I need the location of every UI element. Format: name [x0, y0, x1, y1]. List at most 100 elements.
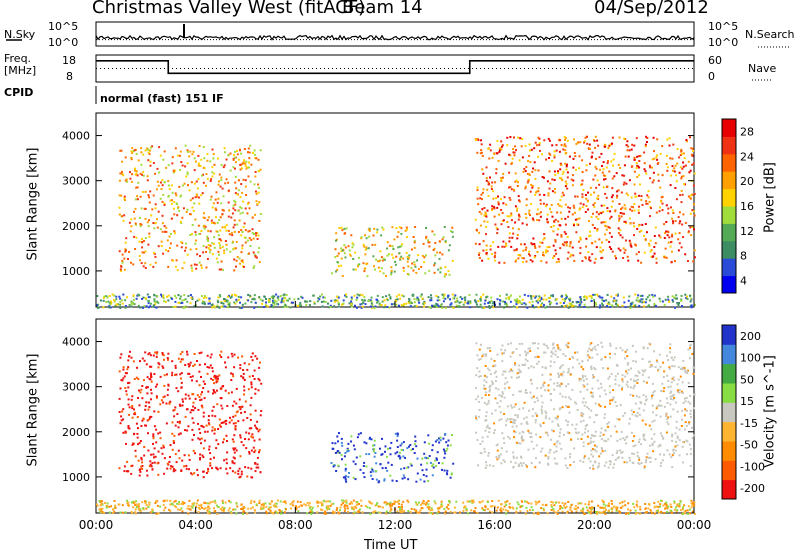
velocity-panel-echo-cell [514, 461, 517, 464]
velocity-panel-echo-cell [401, 510, 404, 513]
power-panel-echo-cell [613, 297, 616, 300]
power-panel-echo-cell [197, 178, 200, 181]
power-panel-echo-cell [628, 239, 631, 242]
power-panel-echo-cell [191, 233, 193, 236]
power-panel-echo-cell [131, 173, 134, 176]
power-panel-echo-cell [670, 250, 673, 253]
velocity-panel-echo-cell [254, 462, 257, 465]
velocity-panel-echo-cell [530, 440, 533, 443]
velocity-panel-echo-cell [237, 470, 240, 473]
power-panel-echo-cell [570, 304, 573, 306]
velocity-panel-echo-cell [232, 508, 235, 511]
power-panel-echo-cell [255, 157, 258, 160]
power-panel-echo-cell [212, 221, 215, 224]
velocity-panel-echo-cell [454, 511, 457, 514]
power-panel-echo-cell [146, 147, 149, 150]
velocity-panel-echo-cell [502, 437, 505, 440]
velocity-panel-echo-cell [483, 401, 486, 404]
power-panel-echo-cell [108, 304, 111, 307]
velocity-panel-echo-cell [677, 505, 680, 507]
power-panel-echo-cell [578, 167, 581, 170]
velocity-panel-echo-cell [515, 425, 518, 428]
power-panel-echo-cell [154, 222, 157, 225]
power-panel-echo-cell [538, 212, 541, 215]
power-panel-echo-cell [397, 293, 400, 296]
power-panel-echo-cell [590, 297, 593, 300]
velocity-panel-echo-cell [539, 425, 542, 428]
power-panel-echo-cell [687, 160, 690, 163]
velocity-panel-echo-cell [348, 472, 350, 474]
power-panel-echo-cell [223, 305, 226, 308]
power-panel-echo-cell [543, 176, 545, 179]
power-panel-echo-cell [560, 304, 563, 307]
velocity-panel-echo-cell [378, 480, 381, 483]
power-panel-echo-cell [431, 230, 434, 233]
velocity-panel-echo-cell [163, 499, 166, 502]
power-panel-echo-cell [553, 220, 556, 223]
power-panel-echo-cell [216, 230, 219, 233]
power-panel-echo-cell [593, 191, 595, 194]
power-panel-echo-cell [579, 207, 582, 210]
velocity-panel-echo-cell [647, 503, 650, 505]
power-panel-echo-cell [115, 298, 118, 301]
power-panel-echo-cell [328, 306, 330, 309]
velocity-panel-echo-cell [619, 502, 621, 505]
velocity-panel-echo-cell [508, 502, 511, 505]
power-panel-echo-cell [485, 252, 488, 255]
velocity-panel-echo-cell [186, 408, 189, 411]
velocity-panel-echo-cell [132, 442, 135, 445]
power-panel-echo-cell [478, 243, 481, 246]
power-panel-echo-cell [678, 232, 681, 235]
velocity-panel-echo-cell [592, 374, 594, 376]
power-panel-echo-cell [556, 233, 559, 236]
velocity-panel-echo-cell [518, 408, 521, 411]
power-panel-echo-cell [123, 257, 126, 260]
velocity-panel-echo-cell [445, 506, 448, 509]
power-panel-echo-cell [149, 160, 152, 163]
velocity-panel-echo-cell [638, 463, 641, 466]
power-panel-echo-cell [591, 242, 594, 245]
velocity-panel-echo-cell [584, 431, 586, 434]
velocity-panel-echo-cell [681, 368, 684, 371]
power-panel-echo-cell [503, 196, 506, 199]
power-panel-echo-cell [643, 251, 646, 254]
power-panel-echo-cell [327, 302, 329, 305]
velocity-panel-echo-cell [476, 367, 479, 370]
velocity-panel-echo-cell [176, 413, 179, 415]
velocity-panel-echo-cell [196, 474, 199, 477]
velocity-panel-echo-cell [559, 367, 561, 370]
power-panel-echo-cell [672, 220, 674, 223]
velocity-panel-echo-cell [208, 512, 211, 515]
power-panel-echo-cell [672, 222, 675, 225]
velocity-panel-echo-cell [231, 461, 234, 464]
power-panel-echo-cell [638, 230, 641, 233]
velocity-panel-echo-cell [569, 456, 571, 459]
velocity-panel-echo-cell [199, 432, 202, 434]
velocity-panel-echo-cell [561, 406, 564, 409]
velocity-panel-echo-cell [669, 385, 672, 388]
velocity-panel-echo-cell [648, 360, 651, 363]
velocity-panel-echo-cell [534, 356, 537, 359]
velocity-panel-echo-cell [207, 419, 210, 422]
power-panel-echo-cell [548, 170, 551, 173]
power-panel-echo-cell [683, 152, 685, 155]
velocity-panel-echo-cell [567, 367, 570, 370]
velocity-panel-echo-cell [518, 390, 521, 393]
velocity-panel-echo-cell [122, 377, 125, 380]
velocity-panel-echo-cell [476, 354, 479, 357]
power-panel-echo-cell [510, 212, 513, 215]
power-panel-echo-cell [517, 301, 520, 304]
power-panel-echo-cell [255, 200, 258, 203]
power-panel-echo-cell [184, 165, 187, 168]
power-panel-echo-cell [399, 245, 402, 248]
power-panel-echo-cell [608, 144, 611, 147]
power-panel-echo-cell [138, 294, 141, 297]
power-panel-echo-cell [437, 304, 440, 307]
power-panel-echo-cell [585, 245, 588, 248]
power-panel-echo-cell [689, 226, 692, 229]
power-panel-echo-cell [130, 225, 133, 228]
power-panel-echo-cell [503, 261, 506, 264]
velocity-panel-echo-cell [159, 375, 162, 378]
power-panel-echo-cell [156, 218, 158, 221]
power-panel-echo-cell [376, 231, 379, 234]
